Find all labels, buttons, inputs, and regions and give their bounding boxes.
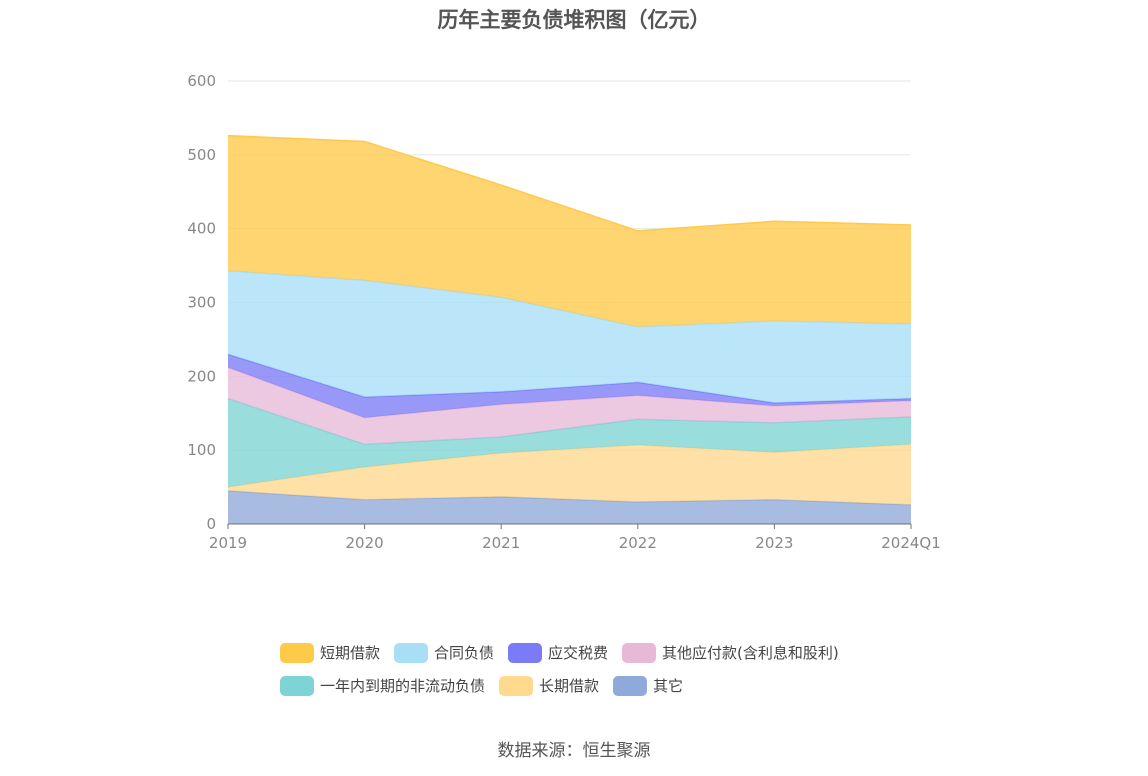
x-tick-label: 2020 [346,534,384,552]
area-series-6[interactable] [228,135,911,327]
y-tick-label: 400 [187,220,216,238]
area-series [227,134,912,524]
y-tick-label: 500 [187,146,216,164]
area-series-5[interactable] [228,270,911,403]
legend-label: 长期借款 [539,677,600,695]
x-tick-label: 2019 [209,534,247,552]
legend-label: 一年内到期的非流动负债 [320,677,486,695]
legend-swatch [613,675,648,696]
legend-label: 其他应付款(含利息和股利) [662,644,839,662]
y-tick-label: 200 [187,367,216,385]
legend-swatch [499,675,534,696]
area-series-edge-6 [227,134,912,232]
stacked-area-chart: 0 100 200 300 400 500 600 2019 2020 2021 2022 2023 2… [187,72,940,552]
x-tick-label: 2024Q1 [881,534,941,552]
legend-item[interactable]: 一年内到期的非流动负债 [280,675,485,696]
legend-label: 应交税费 [548,644,609,662]
x-tick-label: 2022 [619,534,657,552]
legend-row: 一年内到期的非流动负债 长期借款 其它 [280,669,920,702]
legend-swatch [280,675,314,696]
legend-swatch [280,642,314,663]
y-tick-label: 300 [187,294,216,312]
legend-row: 短期借款 合同负债 应交税费 其他应付款(含利息和股利) [280,636,920,669]
legend-item[interactable]: 合同负债 [394,642,494,663]
legend-item[interactable]: 短期借款 [280,642,380,663]
legend-swatch [508,642,543,663]
x-tick-label: 2021 [482,534,520,552]
area-series-1[interactable] [228,444,911,505]
legend-item[interactable]: 长期借款 [499,675,599,696]
legend-label: 合同负债 [434,644,495,662]
chart-legend: 短期借款 合同负债 应交税费 其他应付款(含利息和股利) 一年内到期的非流动负债 长期借款… [280,636,920,702]
area-series-2[interactable] [228,398,911,488]
area-series-3[interactable] [228,367,911,445]
legend-item[interactable]: 其它 [613,675,683,696]
legend-swatch [622,642,657,663]
legend-label: 短期借款 [320,644,381,662]
x-tick-label: 2023 [755,534,793,552]
legend-item[interactable]: 其他应付款(含利息和股利) [622,642,839,663]
source-note: 数据来源：恒生聚源 [497,741,651,761]
area-series-4[interactable] [228,354,911,418]
axes: 0 100 200 300 400 500 600 2019 2020 2021 2022 2023 2… [187,72,940,552]
chart-title: 历年主要负债堆积图（亿元） [437,8,711,32]
legend-label: 其它 [653,677,684,695]
y-tick-label: 600 [187,72,216,90]
legend-swatch [394,642,429,663]
y-tick-label: 100 [187,441,216,459]
y-tick-label: 0 [206,515,216,533]
legend-item[interactable]: 应交税费 [508,642,608,663]
